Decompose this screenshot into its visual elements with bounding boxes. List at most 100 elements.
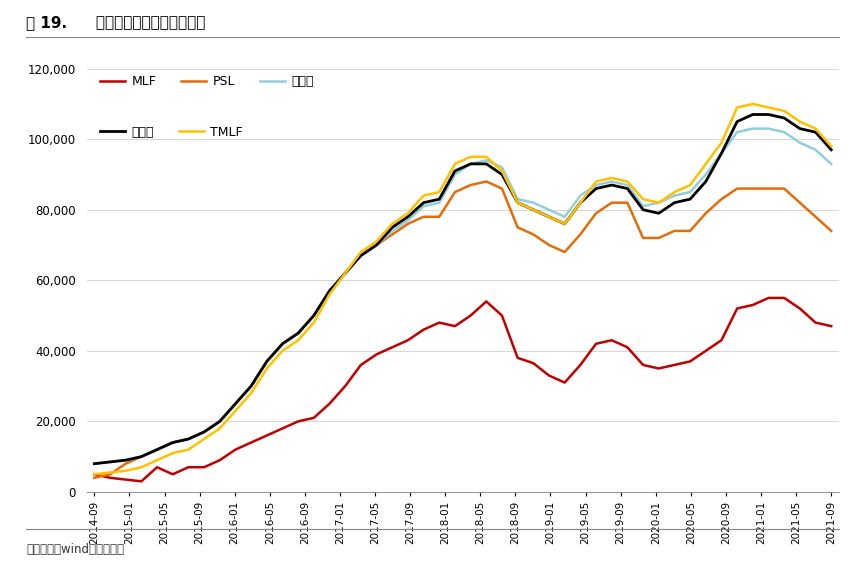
MLF (606, 337, 617, 344)
再贴现 (591, 185, 601, 192)
PSL (497, 185, 507, 192)
PSL (89, 474, 99, 481)
PSL (183, 436, 194, 443)
PSL (638, 235, 648, 241)
再贴现 (434, 196, 445, 202)
再贷款 (419, 202, 429, 209)
TMLF (105, 469, 115, 476)
TMLF (560, 220, 570, 227)
MLF (763, 295, 773, 301)
再贷款 (747, 125, 758, 132)
MLF (419, 326, 429, 333)
PSL (168, 439, 178, 446)
TMLF (826, 143, 836, 150)
再贷款 (497, 164, 507, 171)
MLF (278, 425, 288, 432)
MLF (654, 365, 664, 372)
再贷款 (670, 192, 680, 199)
MLF (529, 360, 539, 367)
再贴现 (747, 111, 758, 118)
PSL (560, 249, 570, 256)
TMLF (371, 238, 381, 245)
MLF (465, 312, 476, 319)
TMLF (387, 220, 397, 227)
PSL (685, 228, 695, 235)
再贴现 (701, 178, 711, 185)
MLF (591, 340, 601, 347)
MLF (261, 432, 272, 439)
再贷款 (230, 400, 240, 407)
再贴现 (387, 224, 397, 231)
再贴现 (340, 270, 350, 277)
再贷款 (560, 213, 570, 220)
再贷款 (278, 340, 288, 347)
MLF (371, 351, 381, 358)
TMLF (591, 178, 601, 185)
再贴现 (136, 453, 146, 460)
PSL (747, 185, 758, 192)
PSL (591, 210, 601, 217)
再贷款 (371, 241, 381, 248)
TMLF (450, 160, 460, 167)
Text: 资料来源：wind，红塔证券: 资料来源：wind，红塔证券 (26, 543, 124, 555)
PSL (215, 418, 225, 425)
MLF (340, 383, 350, 390)
再贷款 (685, 189, 695, 196)
再贴现 (544, 213, 554, 220)
PSL (230, 400, 240, 407)
再贷款 (434, 199, 445, 206)
再贷款 (261, 358, 272, 365)
Line: 再贴现: 再贴现 (94, 114, 831, 464)
再贴现 (465, 160, 476, 167)
再贷款 (716, 150, 727, 157)
TMLF (465, 153, 476, 160)
MLF (120, 476, 131, 483)
MLF (168, 471, 178, 478)
再贴现 (575, 199, 586, 206)
MLF (638, 362, 648, 368)
PSL (529, 231, 539, 238)
PSL (654, 235, 664, 241)
再贴现 (654, 210, 664, 217)
再贷款 (606, 178, 617, 185)
MLF (544, 372, 554, 379)
TMLF (434, 189, 445, 196)
再贴现 (606, 181, 617, 188)
再贴现 (356, 252, 366, 259)
再贷款 (763, 125, 773, 132)
再贷款 (811, 146, 821, 153)
PSL (544, 241, 554, 248)
MLF (481, 298, 491, 305)
再贴现 (732, 118, 742, 125)
TMLF (481, 153, 491, 160)
再贷款 (826, 160, 836, 167)
再贷款 (591, 181, 601, 188)
TMLF (606, 174, 617, 181)
PSL (826, 228, 836, 235)
TMLF (340, 270, 350, 277)
Line: 再贷款: 再贷款 (94, 129, 831, 464)
MLF (450, 323, 460, 329)
PSL (434, 213, 445, 220)
再贴现 (230, 400, 240, 407)
TMLF (811, 125, 821, 132)
PSL (105, 471, 115, 478)
TMLF (309, 319, 319, 326)
TMLF (622, 178, 632, 185)
再贴现 (795, 125, 805, 132)
Text: 部分货币政策工具存量规模: 部分货币政策工具存量规模 (91, 15, 205, 30)
再贴现 (215, 418, 225, 425)
再贴现 (105, 459, 115, 466)
再贴现 (371, 241, 381, 248)
TMLF (246, 390, 256, 396)
MLF (685, 358, 695, 365)
TMLF (763, 104, 773, 111)
TMLF (152, 456, 163, 463)
再贷款 (529, 199, 539, 206)
MLF (356, 362, 366, 368)
PSL (512, 224, 522, 231)
TMLF (544, 213, 554, 220)
PSL (481, 178, 491, 185)
PSL (120, 460, 131, 467)
TMLF (120, 467, 131, 474)
